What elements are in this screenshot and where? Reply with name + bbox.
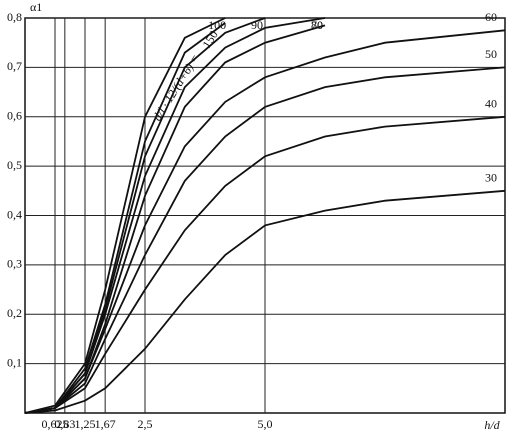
curve	[24, 17, 226, 414]
curve	[24, 189, 506, 414]
x-tick-label: 5,0	[258, 417, 273, 431]
annotation: d/l · 12/(d+6) =	[150, 51, 202, 123]
series-label: 50	[485, 47, 497, 61]
y-tick-label: 0,4	[7, 207, 22, 221]
x-tick-label: 2,5	[138, 417, 153, 431]
y-tick-label: 0,8	[7, 10, 22, 24]
x-tick-label: 0,625	[42, 417, 69, 431]
x-tick-label: 0,83	[54, 417, 75, 431]
series-label: 40	[485, 97, 497, 111]
y-tick-label: 0,7	[7, 59, 22, 73]
series-label: 60	[485, 10, 497, 24]
y-tick-label: 0,1	[7, 355, 22, 369]
y-axis-label: α1	[30, 0, 42, 14]
x-tick-label: 1,67	[95, 417, 116, 431]
x-tick-label: 1,25	[75, 417, 96, 431]
series-label: 30	[485, 171, 497, 185]
y-tick-label: 0,2	[7, 306, 22, 320]
curve	[24, 115, 506, 414]
x-axis-label: h/d	[484, 418, 500, 432]
y-tick-label: 0,3	[7, 257, 22, 271]
y-tick-label: 0,6	[7, 109, 22, 123]
series-label: 90	[251, 18, 263, 32]
series-label: 80	[311, 18, 323, 32]
curve	[24, 66, 506, 414]
series-label: 100	[208, 18, 226, 32]
y-tick-label: 0,5	[7, 158, 22, 172]
curve	[24, 22, 226, 414]
curve	[24, 24, 326, 414]
series-label: 70	[311, 18, 323, 32]
